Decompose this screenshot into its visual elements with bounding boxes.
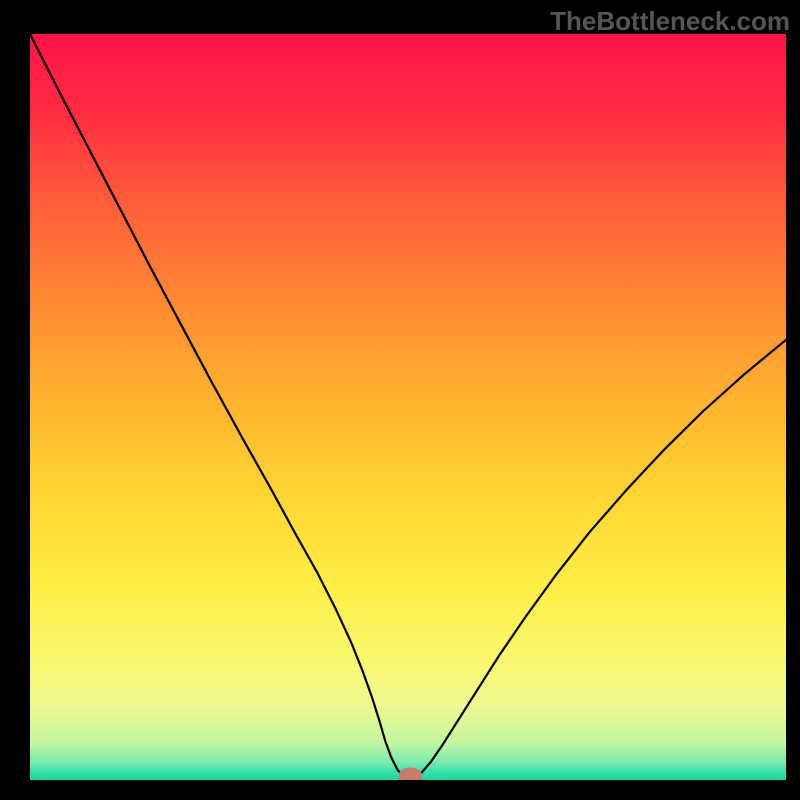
figure-root: TheBottleneck.com bbox=[0, 0, 800, 800]
watermark-text: TheBottleneck.com bbox=[550, 6, 790, 37]
gradient-background bbox=[30, 34, 786, 780]
plot-svg bbox=[30, 34, 786, 780]
plot-area bbox=[30, 34, 786, 780]
